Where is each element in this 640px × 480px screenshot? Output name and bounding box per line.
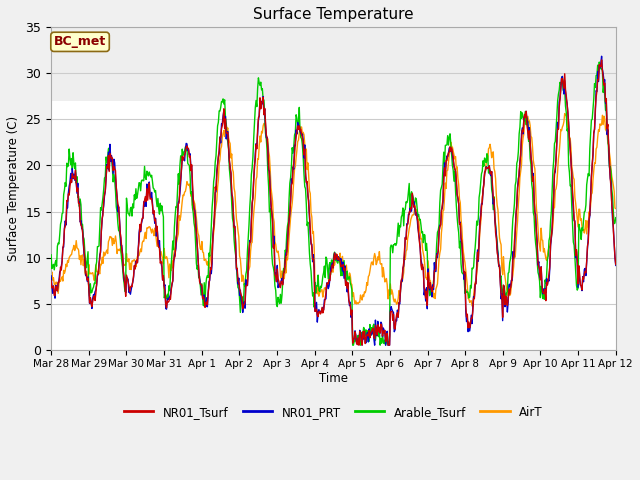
NR01_PRT [58, 264, 65, 269]
Line: NR01_PRT: NR01_PRT [51, 56, 616, 345]
Text: BC_met: BC_met [54, 36, 106, 48]
Arable_Tsurf [349, 342, 356, 348]
NR01_Tsurf [116, 216, 124, 222]
Line: Arable_Tsurf: Arable_Tsurf [51, 62, 616, 345]
AirT [203, 261, 211, 266]
Arable_Tsurf [403, 200, 411, 205]
X-axis label: Time: Time [319, 372, 348, 385]
NR01_Tsurf [47, 278, 55, 284]
Arable_Tsurf [612, 215, 620, 220]
Title: Surface Temperature: Surface Temperature [253, 7, 413, 22]
AirT [402, 248, 410, 254]
Arable_Tsurf [595, 59, 603, 65]
NR01_Tsurf [203, 299, 211, 305]
NR01_Tsurf [58, 267, 65, 273]
Arable_Tsurf [203, 275, 211, 281]
NR01_PRT [612, 263, 620, 268]
Legend: NR01_Tsurf, NR01_PRT, Arable_Tsurf, AirT: NR01_Tsurf, NR01_PRT, Arable_Tsurf, AirT [119, 401, 548, 423]
NR01_PRT [403, 221, 411, 227]
NR01_PRT [598, 53, 605, 59]
NR01_PRT [173, 227, 180, 233]
Line: NR01_Tsurf: NR01_Tsurf [51, 60, 616, 345]
AirT [469, 304, 477, 310]
AirT [173, 238, 180, 244]
NR01_Tsurf [598, 57, 605, 63]
Arable_Tsurf [173, 204, 180, 210]
AirT [419, 247, 426, 252]
Arable_Tsurf [116, 228, 124, 234]
Y-axis label: Surface Temperature (C): Surface Temperature (C) [7, 116, 20, 261]
Bar [51, 27, 616, 101]
NR01_PRT [116, 215, 124, 221]
Arable_Tsurf [47, 252, 55, 258]
NR01_PRT [203, 295, 211, 300]
AirT [612, 205, 620, 211]
NR01_Tsurf [612, 262, 620, 267]
AirT [58, 275, 65, 281]
Arable_Tsurf [58, 218, 65, 224]
NR01_PRT [419, 265, 427, 271]
NR01_Tsurf [419, 268, 427, 274]
NR01_Tsurf [403, 223, 411, 228]
NR01_Tsurf [355, 342, 363, 348]
AirT [116, 248, 124, 253]
NR01_PRT [47, 273, 55, 279]
NR01_Tsurf [173, 232, 180, 238]
AirT [47, 276, 55, 281]
Line: AirT: AirT [51, 114, 616, 307]
AirT [561, 111, 568, 117]
NR01_PRT [358, 342, 366, 348]
Arable_Tsurf [419, 240, 427, 245]
